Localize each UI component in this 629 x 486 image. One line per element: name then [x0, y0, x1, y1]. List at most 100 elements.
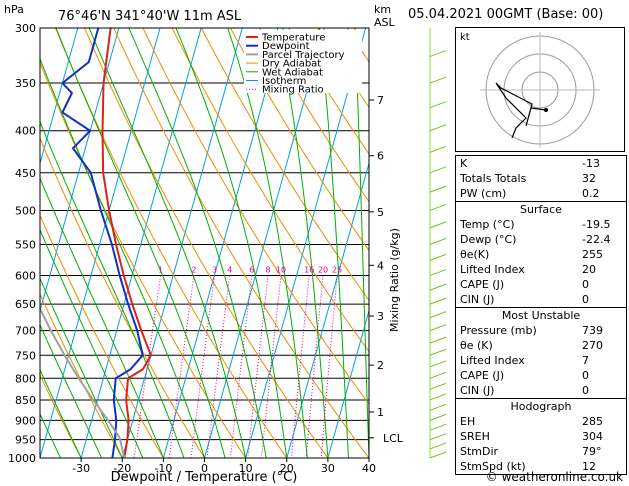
dry-adiabat-line — [229, 28, 369, 252]
pressure-tick-label: 300 — [15, 22, 36, 35]
km-tick-label: 7 — [377, 94, 384, 107]
wet-adiabat-line — [40, 120, 185, 458]
dry-adiabat-line — [40, 293, 123, 458]
dry-adiabat-line — [200, 28, 369, 302]
hodograph-block: Hodograph EH 285 SREH 304 StmDir 79° StmSpd (k… — [456, 398, 626, 474]
pressure-tick-label: 950 — [15, 434, 36, 447]
wind-barb — [429, 451, 447, 459]
index-value: 0 — [582, 278, 589, 291]
index-value: -13 — [582, 157, 600, 170]
wet-adiabat-line — [55, 28, 226, 458]
mixing-ratio-label: 10 — [276, 266, 286, 275]
wind-barb — [429, 403, 447, 411]
top-indices: K -13 Totals Totals 32 PW (cm) 0.2 — [456, 156, 626, 201]
wind-barb — [429, 433, 447, 441]
wet-adiabat-line — [88, 28, 247, 458]
index-value: 270 — [582, 339, 603, 352]
wind-barb — [429, 221, 447, 229]
pressure-unit-label: hPa — [4, 3, 24, 16]
pressure-tick-label: 900 — [15, 414, 36, 427]
index-row: CIN (J) 0 — [456, 292, 626, 307]
index-label: PW (cm) — [460, 187, 507, 200]
index-row: Lifted Index 7 — [456, 353, 626, 368]
wind-barb — [429, 253, 447, 261]
mixing-ratio-label: 25 — [332, 266, 342, 275]
dry-adiabat-line — [171, 28, 369, 353]
parcel-trajectory-line — [40, 306, 126, 458]
index-row: θe (K) 270 — [456, 338, 626, 353]
dry-adiabat-line — [40, 136, 205, 458]
mixing-ratio-label: 3 — [212, 266, 217, 275]
index-label: EH — [460, 415, 476, 428]
index-row: K -13 — [456, 156, 626, 171]
index-value: 20 — [582, 263, 596, 276]
dry-adiabat-line — [288, 28, 369, 155]
background-lines — [40, 28, 369, 458]
index-value: 255 — [582, 248, 603, 261]
lcl-label: LCL — [383, 432, 404, 445]
km-tick-label: 6 — [377, 150, 384, 163]
index-value: 0 — [582, 369, 589, 382]
index-row: SREH 304 — [456, 429, 626, 444]
pressure-tick-label: 350 — [15, 77, 36, 90]
dry-adiabat-line — [84, 28, 329, 458]
index-value: 32 — [582, 172, 596, 185]
legend-label: Mixing Ratio — [262, 85, 324, 96]
mixing-ratio-label: 6 — [249, 266, 254, 275]
x-tick-label: -10 — [154, 462, 172, 475]
wind-barb — [429, 185, 447, 193]
index-value: 739 — [582, 324, 603, 337]
index-row: CIN (J) 0 — [456, 383, 626, 398]
index-label: CAPE (J) — [460, 278, 505, 291]
dry-adiabat-line — [113, 28, 369, 458]
wind-barbs — [429, 28, 447, 459]
surface-title: Surface — [520, 203, 562, 216]
legend-label: Dry Adiabat — [262, 59, 321, 70]
index-row: θe(K) 255 — [456, 247, 626, 262]
mixing-ratio-line — [133, 275, 162, 458]
index-label: Pressure (mb) — [460, 324, 537, 337]
wet-adiabat-line — [354, 28, 369, 458]
wet-adiabat-line — [227, 28, 308, 458]
mixing-ratio-label: 4 — [227, 266, 232, 275]
index-value: 79° — [582, 445, 602, 458]
pressure-tick-label: 700 — [15, 325, 36, 338]
surface-block: Surface Temp (°C) -19.5 Dewp (°C) -22.4 θe(K… — [456, 201, 626, 307]
wind-barb — [429, 336, 447, 344]
index-label: θe(K) — [460, 248, 490, 261]
mixing-ratio-label: 16 — [304, 266, 314, 275]
x-axis-label: Dewpoint / Temperature (°C) — [111, 470, 298, 485]
index-label: CIN (J) — [460, 384, 495, 397]
index-row: Lifted Index 20 — [456, 262, 626, 277]
km-tick-label: 2 — [377, 359, 384, 372]
wind-barb — [429, 393, 447, 401]
index-label: θe (K) — [460, 339, 493, 352]
x-tick-label: 40 — [362, 462, 376, 475]
asl-unit-label: ASL — [374, 16, 396, 29]
wet-adiabat-line — [128, 28, 267, 458]
dry-adiabat-line — [259, 28, 369, 203]
pressure-tick-label: 400 — [15, 125, 36, 138]
wind-barb — [429, 145, 447, 153]
wet-adiabat-line — [40, 323, 103, 458]
wind-barb — [429, 124, 447, 132]
axes: 3003504004505005506006507007508008509009… — [8, 22, 404, 475]
isotherm-line — [121, 28, 243, 458]
pressure-tick-label: 1000 — [8, 452, 36, 465]
isotherm-line — [80, 28, 202, 458]
x-tick-label: 10 — [239, 462, 253, 475]
pressure-tick-label: 550 — [15, 238, 36, 251]
index-label: StmDir — [460, 445, 499, 458]
pressure-tick-label: 750 — [15, 349, 36, 362]
wind-barb — [429, 283, 447, 291]
index-row: StmDir 79° — [456, 444, 626, 459]
wind-barb — [429, 50, 447, 58]
index-value: 304 — [582, 430, 603, 443]
index-value: 7 — [582, 354, 589, 367]
wet-adiabat-line — [40, 177, 164, 458]
index-label: CAPE (J) — [460, 369, 505, 382]
index-label: Lifted Index — [460, 263, 525, 276]
footer-credit: © weatheronline.co.uk — [485, 470, 623, 484]
